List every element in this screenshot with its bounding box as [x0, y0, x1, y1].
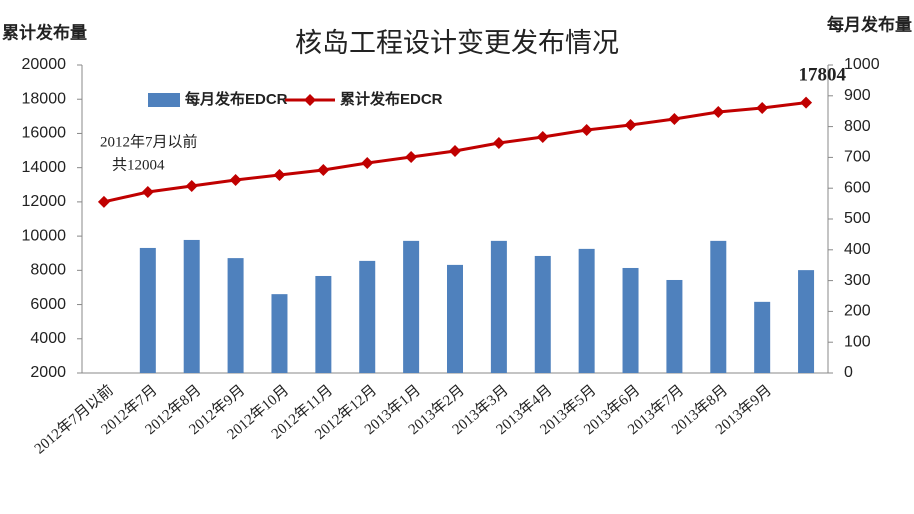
bar [183, 239, 200, 373]
bar [754, 301, 771, 373]
bar [139, 247, 156, 373]
y-tick-label: 12000 [22, 193, 67, 210]
bar [359, 260, 376, 373]
legend-swatch [304, 94, 316, 106]
y-axis-title: 累计发布量 [2, 22, 87, 42]
line-marker [97, 195, 110, 208]
y2-tick-label: 900 [844, 87, 871, 104]
y2-tick-label: 400 [844, 241, 871, 258]
y2-tick-label: 800 [844, 118, 871, 135]
bar [710, 240, 727, 373]
y-tick-label: 2000 [30, 364, 66, 381]
line-marker [580, 124, 593, 137]
y2-tick-label: 500 [844, 210, 871, 227]
bar [271, 294, 288, 373]
y2-tick-label: 200 [844, 303, 871, 320]
y2-tick-label: 300 [844, 272, 871, 289]
annotation: 共12004 [112, 156, 165, 173]
bar [227, 258, 244, 373]
bar [447, 264, 463, 373]
y-tick-label: 8000 [30, 262, 66, 279]
bar [315, 275, 332, 373]
line-marker [229, 174, 242, 187]
bar [490, 240, 507, 373]
line-marker [756, 102, 769, 115]
y2-tick-label: 100 [844, 333, 871, 350]
line-marker [492, 137, 505, 150]
y-tick-label: 6000 [30, 296, 66, 313]
bar [622, 267, 639, 373]
y2-tick-label: 600 [844, 179, 871, 196]
line-marker [317, 164, 330, 177]
line-marker [273, 169, 286, 182]
y-tick-label: 16000 [22, 125, 67, 142]
line-marker [800, 96, 813, 109]
legend-swatch [148, 93, 180, 107]
y2-axis-title: 每月发布量 [827, 14, 912, 34]
bar [578, 248, 595, 373]
legend-label: 累计发布EDCR [340, 90, 443, 108]
bar [403, 240, 420, 373]
y-tick-label: 20000 [22, 56, 67, 73]
line-marker [624, 119, 637, 132]
annotation: 2012年7月以前 [100, 133, 198, 150]
y-tick-label: 18000 [22, 90, 67, 107]
legend-label: 每月发布EDCR [185, 90, 288, 108]
bar [666, 279, 683, 373]
y2-tick-label: 0 [844, 364, 853, 381]
line-marker [712, 106, 725, 119]
line-marker [185, 180, 198, 193]
line-marker [361, 157, 374, 170]
y-tick-label: 14000 [22, 159, 67, 176]
chart-title: 核岛工程设计变更发布情况 [295, 28, 619, 58]
line-marker [536, 131, 549, 144]
y2-tick-label: 1000 [844, 56, 880, 73]
line-marker [141, 186, 154, 199]
annotation: 17804 [799, 64, 847, 85]
y-tick-label: 4000 [30, 330, 66, 347]
line-marker [449, 145, 461, 158]
bar [534, 255, 551, 373]
line-marker [405, 151, 418, 164]
y2-tick-label: 700 [844, 149, 871, 166]
line-marker [668, 113, 681, 126]
bar [798, 270, 815, 373]
y-tick-label: 10000 [22, 227, 67, 244]
